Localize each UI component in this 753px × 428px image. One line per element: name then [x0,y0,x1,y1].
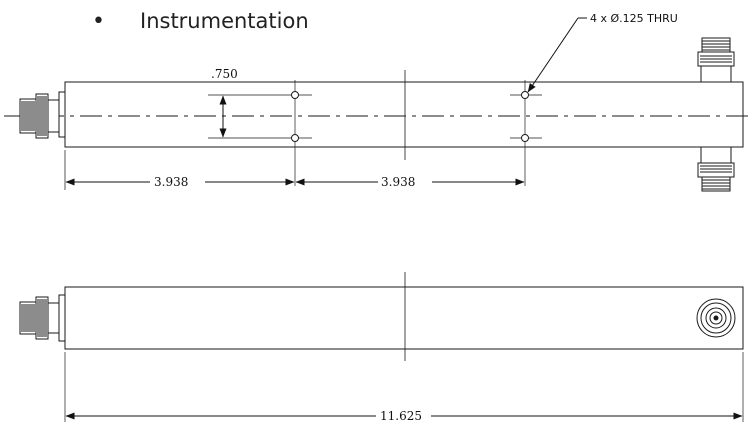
n-connector-icon [697,37,735,83]
dimension-row-top [64,150,525,190]
dim-overall-label: 11.625 [380,409,422,423]
n-connector-icon [4,93,60,139]
dim-left-span-label: 3.938 [154,175,188,189]
dim-right-span-label: 3.938 [381,175,415,189]
callout-leader: 4 x Ø.125 THRU [527,12,678,93]
mounting-holes [291,91,529,142]
bullet-symbol: • [92,8,105,34]
hole [291,91,299,99]
dimension-hole-spacing: .750 [211,67,238,138]
side-view [58,272,744,422]
hole [521,134,529,142]
n-connector-icon [19,296,60,340]
left-flange [58,91,66,138]
hole [291,134,299,142]
top-view [4,70,749,186]
bullet-item: • Instrumentation [92,4,309,38]
top-view-body [64,81,744,148]
callout-label: 4 x Ø.125 THRU [590,12,678,25]
hole [521,91,529,99]
bullet-text: Instrumentation [140,9,309,33]
connector-end-view-icon [696,298,736,338]
side-view-body [64,286,744,350]
dim-hole-spacing-label: .750 [211,67,238,81]
n-connector-icon [697,146,735,192]
